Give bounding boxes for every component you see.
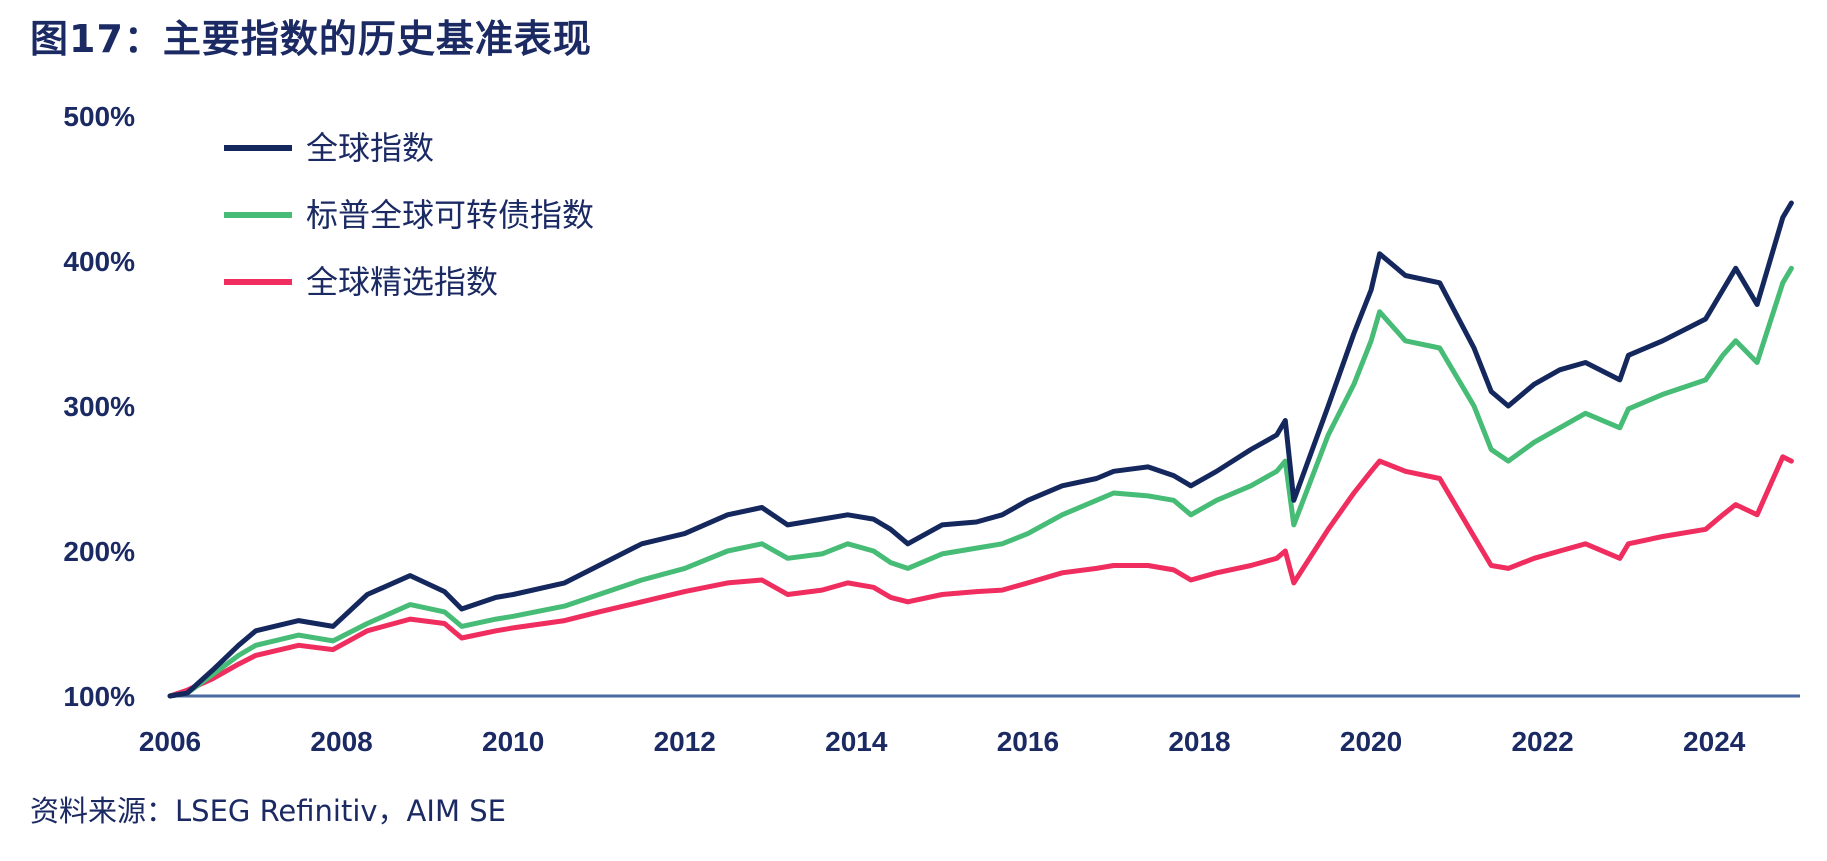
- source-note: 资料来源：LSEG Refinitiv，AIM SE: [30, 794, 506, 828]
- y-tick-label: 500%: [63, 101, 135, 132]
- y-tick-label: 200%: [63, 536, 135, 567]
- legend-label-3: 全球精选指数: [306, 263, 498, 301]
- x-tick-label: 2022: [1511, 726, 1573, 757]
- y-tick-label: 100%: [63, 681, 135, 712]
- series-line-1: [167, 200, 1794, 699]
- x-tick-label: 2010: [482, 726, 544, 757]
- x-tick-label: 2012: [654, 726, 716, 757]
- legend-label-1: 全球指数: [306, 129, 434, 167]
- x-axis-labels: 2006 2008 2010 2012 2014 2016 2018 2020 2022 2024: [139, 726, 1746, 757]
- x-tick-label: 2018: [1168, 726, 1230, 757]
- y-tick-label: 300%: [63, 391, 135, 422]
- x-tick-label: 2024: [1683, 726, 1746, 757]
- x-tick-label: 2020: [1340, 726, 1402, 757]
- x-tick-label: 2008: [310, 726, 372, 757]
- x-tick-label: 2014: [825, 726, 888, 757]
- chart-title: 图17：主要指数的历史基准表现: [30, 17, 592, 61]
- series-lines: [167, 200, 1794, 699]
- x-tick-label: 2016: [997, 726, 1059, 757]
- x-tick-label: 2006: [139, 726, 201, 757]
- series-line-3: [167, 454, 1794, 699]
- y-tick-label: 400%: [63, 246, 135, 277]
- y-axis-labels: 100% 200% 300% 400% 500%: [63, 101, 135, 712]
- legend-label-2: 标普全球可转债指数: [306, 196, 594, 234]
- series-line-2: [167, 265, 1794, 699]
